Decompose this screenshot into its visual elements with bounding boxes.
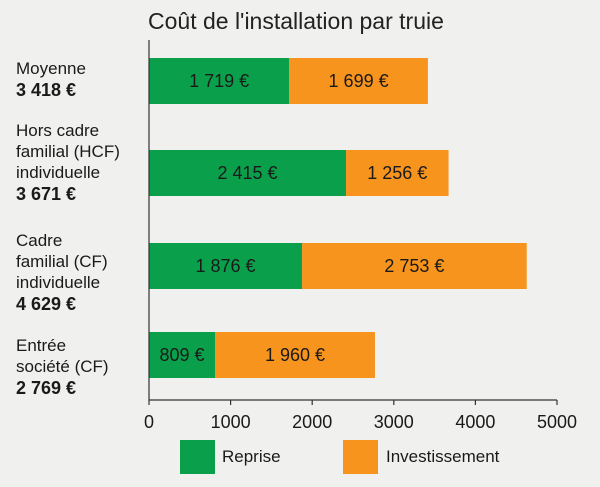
category-total-0: 3 418 €	[16, 80, 77, 100]
category-total-1: 3 671 €	[16, 184, 77, 204]
x-tick-label-2: 2000	[292, 412, 332, 432]
category-label-1: Hors cadre familial (HCF) individuelle 3 67…	[16, 120, 120, 206]
bar-reprise-3	[149, 332, 216, 378]
category-name-line-1-1: familial (HCF)	[16, 142, 120, 161]
legend-swatch-reprise	[180, 440, 215, 474]
x-tick-label-0: 0	[144, 412, 154, 432]
category-name-line-3-1: société (CF)	[16, 357, 109, 376]
x-tick-label-4: 4000	[455, 412, 495, 432]
category-name-line-1-0: Hors cadre	[16, 121, 100, 140]
category-label-2: Cadre familial (CF) individuelle 4 629 €	[16, 230, 108, 316]
data-label-reprise-0: 1 719 €	[189, 71, 249, 91]
data-label-reprise-3: 809 €	[159, 345, 204, 365]
data-label-investissement-3: 1 960 €	[265, 345, 325, 365]
bar-investissement-3	[215, 332, 375, 378]
bar-reprise-0	[149, 58, 290, 104]
bar-investissement-2	[302, 243, 527, 289]
data-label-reprise-1: 2 415 €	[218, 163, 278, 183]
data-label-investissement-2: 2 753 €	[384, 256, 444, 276]
category-name-line-2-2: individuelle	[16, 273, 101, 292]
bar-reprise-2	[149, 243, 303, 289]
category-total-3: 2 769 €	[16, 378, 77, 398]
bar-investissement-1	[346, 150, 449, 196]
legend-swatch-investissement	[343, 440, 378, 474]
x-tick-label-3: 3000	[374, 412, 414, 432]
legend-label-investissement: Investissement	[386, 447, 500, 466]
data-label-investissement-0: 1 699 €	[329, 71, 389, 91]
category-name-line-0-0: Moyenne	[16, 59, 86, 78]
category-total-2: 4 629 €	[16, 294, 77, 314]
x-tick-label-5: 5000	[537, 412, 577, 432]
category-name-line-3-0: Entrée	[16, 336, 67, 355]
category-label-0: Moyenne 3 418 €	[16, 58, 86, 102]
category-name-line-2-0: Cadre	[16, 231, 63, 250]
bar-investissement-0	[289, 58, 428, 104]
chart-title: Coût de l'installation par truie	[148, 8, 444, 34]
category-name-line-2-1: familial (CF)	[16, 252, 108, 271]
bar-reprise-1	[149, 150, 347, 196]
legend-label-reprise: Reprise	[222, 447, 281, 466]
data-label-reprise-2: 1 876 €	[196, 256, 256, 276]
data-label-investissement-1: 1 256 €	[367, 163, 427, 183]
category-name-line-1-2: individuelle	[16, 163, 101, 182]
category-label-3: Entrée société (CF) 2 769 €	[16, 335, 109, 400]
x-tick-label-1: 1000	[211, 412, 251, 432]
